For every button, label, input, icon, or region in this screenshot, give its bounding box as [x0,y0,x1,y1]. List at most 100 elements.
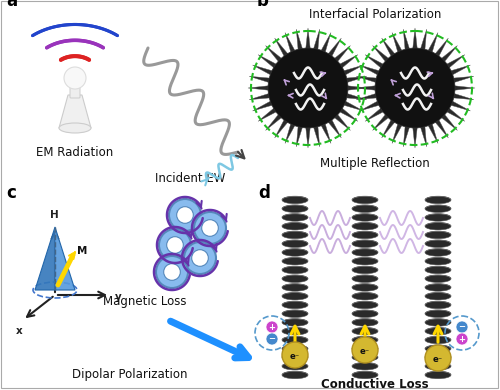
Polygon shape [440,112,458,130]
Circle shape [64,67,86,89]
Ellipse shape [352,319,378,326]
Ellipse shape [352,328,378,335]
Polygon shape [274,117,289,138]
Ellipse shape [282,214,308,221]
Ellipse shape [282,249,308,256]
Ellipse shape [425,275,451,282]
Polygon shape [332,46,350,64]
Polygon shape [338,55,358,69]
Polygon shape [344,76,367,83]
FancyBboxPatch shape [70,84,80,98]
Polygon shape [332,112,350,130]
Text: c: c [6,184,16,202]
Polygon shape [451,93,474,100]
Circle shape [194,212,226,244]
Polygon shape [420,124,426,147]
Ellipse shape [282,310,308,317]
Ellipse shape [282,257,308,265]
Ellipse shape [282,354,308,361]
Circle shape [375,48,455,128]
Text: −: − [268,335,276,344]
Ellipse shape [352,249,378,256]
Polygon shape [427,33,438,55]
Polygon shape [341,65,363,76]
Circle shape [266,333,278,345]
Ellipse shape [282,205,308,213]
Ellipse shape [425,292,451,300]
Ellipse shape [425,196,451,204]
Circle shape [156,256,188,288]
Text: Interfacial Polarization: Interfacial Polarization [309,8,441,21]
Ellipse shape [352,205,378,213]
Text: +: + [458,335,466,344]
Polygon shape [392,33,403,55]
Circle shape [164,264,180,280]
Polygon shape [35,227,55,290]
Ellipse shape [282,328,308,335]
Polygon shape [285,33,296,55]
Polygon shape [404,124,410,147]
Text: e⁻: e⁻ [290,352,300,361]
Ellipse shape [425,284,451,291]
Ellipse shape [352,214,378,221]
Circle shape [425,345,451,371]
Polygon shape [296,124,303,147]
Text: EM Radiation: EM Radiation [36,146,114,159]
Ellipse shape [282,301,308,309]
Ellipse shape [352,257,378,265]
Ellipse shape [425,345,451,353]
Polygon shape [345,85,368,90]
Polygon shape [55,227,75,290]
Ellipse shape [352,284,378,291]
Ellipse shape [352,196,378,204]
Ellipse shape [352,292,378,300]
Text: +: + [268,323,276,332]
Ellipse shape [282,240,308,248]
Polygon shape [313,29,320,52]
Polygon shape [444,55,465,69]
Polygon shape [258,55,278,69]
Text: M: M [77,246,88,256]
Ellipse shape [282,266,308,274]
Text: d: d [258,184,270,202]
Polygon shape [249,93,272,100]
Polygon shape [266,46,283,64]
Polygon shape [313,124,320,147]
Ellipse shape [282,196,308,204]
Circle shape [169,199,201,231]
Polygon shape [252,100,275,111]
Ellipse shape [352,223,378,230]
Polygon shape [344,93,367,100]
Ellipse shape [425,328,451,335]
Polygon shape [372,46,390,64]
Polygon shape [285,121,296,144]
Polygon shape [412,28,418,51]
Polygon shape [392,121,403,144]
Polygon shape [360,65,382,76]
Ellipse shape [425,266,451,274]
Text: e⁻: e⁻ [360,347,370,356]
Ellipse shape [282,284,308,291]
Polygon shape [365,55,386,69]
Ellipse shape [352,301,378,309]
Polygon shape [434,117,448,138]
Text: Conductive Loss: Conductive Loss [321,378,429,390]
Polygon shape [440,46,458,64]
Ellipse shape [282,223,308,230]
Ellipse shape [352,354,378,361]
Ellipse shape [425,257,451,265]
Polygon shape [258,106,278,121]
Ellipse shape [282,275,308,282]
Circle shape [268,48,348,128]
Ellipse shape [282,336,308,344]
Polygon shape [252,65,275,76]
Polygon shape [365,106,386,121]
Polygon shape [356,76,379,83]
Ellipse shape [352,336,378,344]
Text: Magnetic Loss: Magnetic Loss [104,295,187,308]
Polygon shape [355,85,378,90]
Polygon shape [326,38,342,58]
Ellipse shape [282,231,308,239]
Ellipse shape [425,354,451,361]
Ellipse shape [425,214,451,221]
